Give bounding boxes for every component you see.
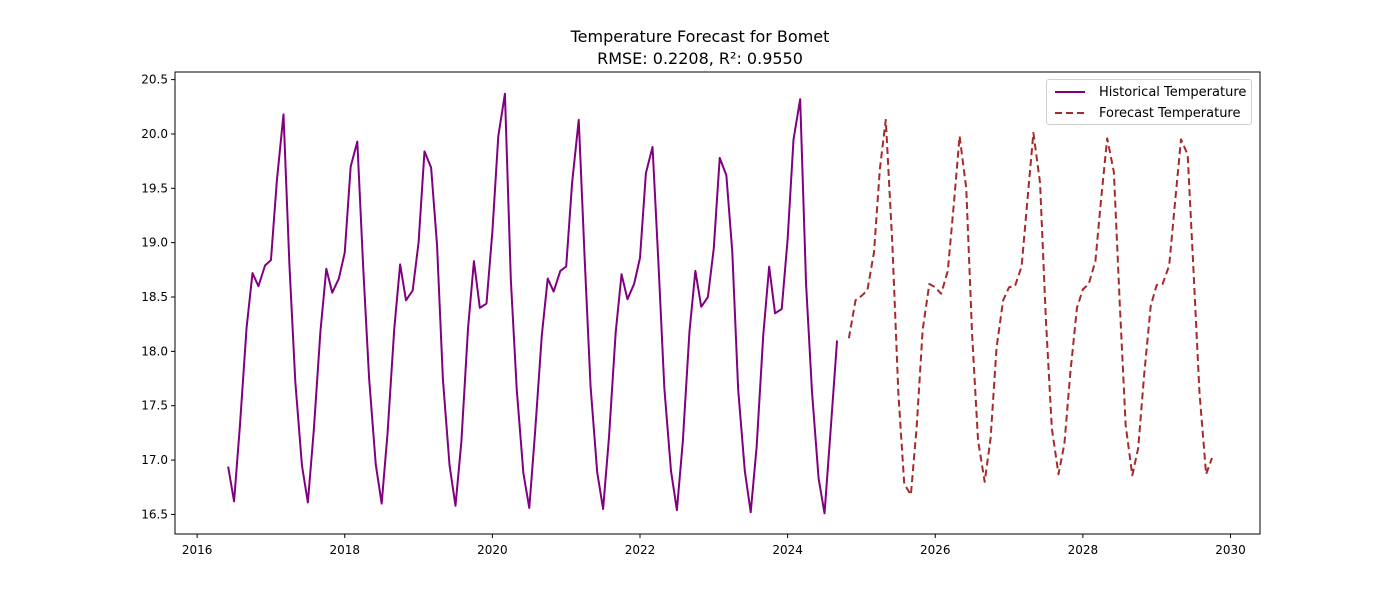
axes-frame (174, 71, 1261, 535)
y-tick-label: 17.5 (141, 399, 168, 413)
legend-label-forecast: Forecast Temperature (1099, 105, 1241, 121)
chart-legend: Historical Temperature Forecast Temperat… (1046, 79, 1252, 125)
series-line-forecast (847, 118, 1213, 496)
y-tick-label: 18.0 (141, 344, 168, 358)
y-tick-label: 20.5 (141, 73, 168, 87)
legend-swatch-forecast (1055, 112, 1085, 114)
y-tick-label: 19.0 (141, 236, 168, 250)
y-tick-label: 19.5 (141, 181, 168, 195)
x-tick-label: 2016 (182, 543, 213, 557)
x-tick-label: 2022 (625, 543, 656, 557)
legend-item-forecast: Forecast Temperature (1055, 103, 1241, 123)
y-axis: 16.5 17.0 17.5 18.0 18.5 19.0 19.5 20.0 20.5 (141, 73, 175, 521)
y-tick-label: 18.5 (141, 290, 168, 304)
x-tick-label: 2018 (329, 543, 360, 557)
chart-title: Temperature Forecast for Bomet (570, 27, 830, 46)
x-tick-label: 2024 (772, 543, 803, 557)
legend-label-historical: Historical Temperature (1099, 84, 1247, 100)
x-axis: 2016 2018 2020 2022 2024 2026 2028 2030 (182, 534, 1246, 557)
legend-swatch-historical (1055, 91, 1085, 93)
y-tick-label: 16.5 (141, 507, 168, 521)
series-layer (227, 92, 1213, 515)
legend-item-historical: Historical Temperature (1055, 82, 1246, 102)
y-tick-label: 17.0 (141, 453, 168, 467)
y-tick-label: 20.0 (141, 127, 168, 141)
x-tick-label: 2028 (1068, 543, 1099, 557)
series-line-historical (227, 92, 839, 515)
x-tick-label: 2020 (477, 543, 508, 557)
chart-subtitle: RMSE: 0.2208, R²: 0.9550 (597, 49, 803, 68)
x-tick-label: 2030 (1215, 543, 1246, 557)
x-tick-label: 2026 (920, 543, 951, 557)
